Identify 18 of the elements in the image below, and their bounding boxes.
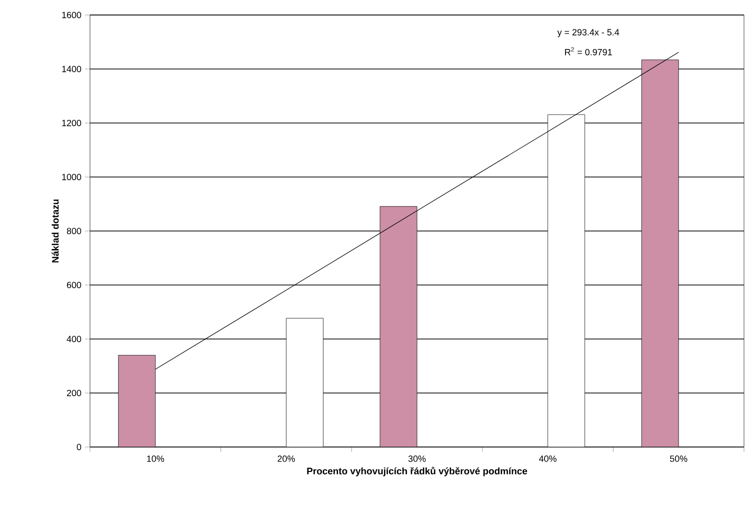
- y-tick-label: 200: [66, 390, 82, 396]
- y-tick-label: 800: [66, 228, 82, 234]
- x-tick-label: 30%: [408, 456, 426, 462]
- x-tick-label: 40%: [539, 456, 556, 462]
- annotation: y = 293.4x - 5.4: [557, 29, 620, 38]
- y-tick-label: 0: [76, 444, 82, 450]
- y-tick-label: 1400: [62, 66, 82, 72]
- y-tick-label: 600: [66, 282, 82, 288]
- annotation: R$^{2}$ = 0.9791: [565, 47, 612, 56]
- x-axis-title: Procento vyhovujících řádků výběrové podmínce: [307, 466, 528, 476]
- x-tick-label: 50%: [670, 456, 688, 462]
- x-tick-label: 10%: [147, 456, 164, 462]
- y-tick-label: 1200: [62, 120, 82, 126]
- y-tick-label: 400: [66, 336, 82, 342]
- y-axis-title: Náklad dotazu: [52, 200, 59, 262]
- x-tick-label: 20%: [278, 456, 295, 462]
- y-tick-label: 1600: [62, 12, 82, 18]
- y-tick-label: 1000: [62, 174, 82, 180]
